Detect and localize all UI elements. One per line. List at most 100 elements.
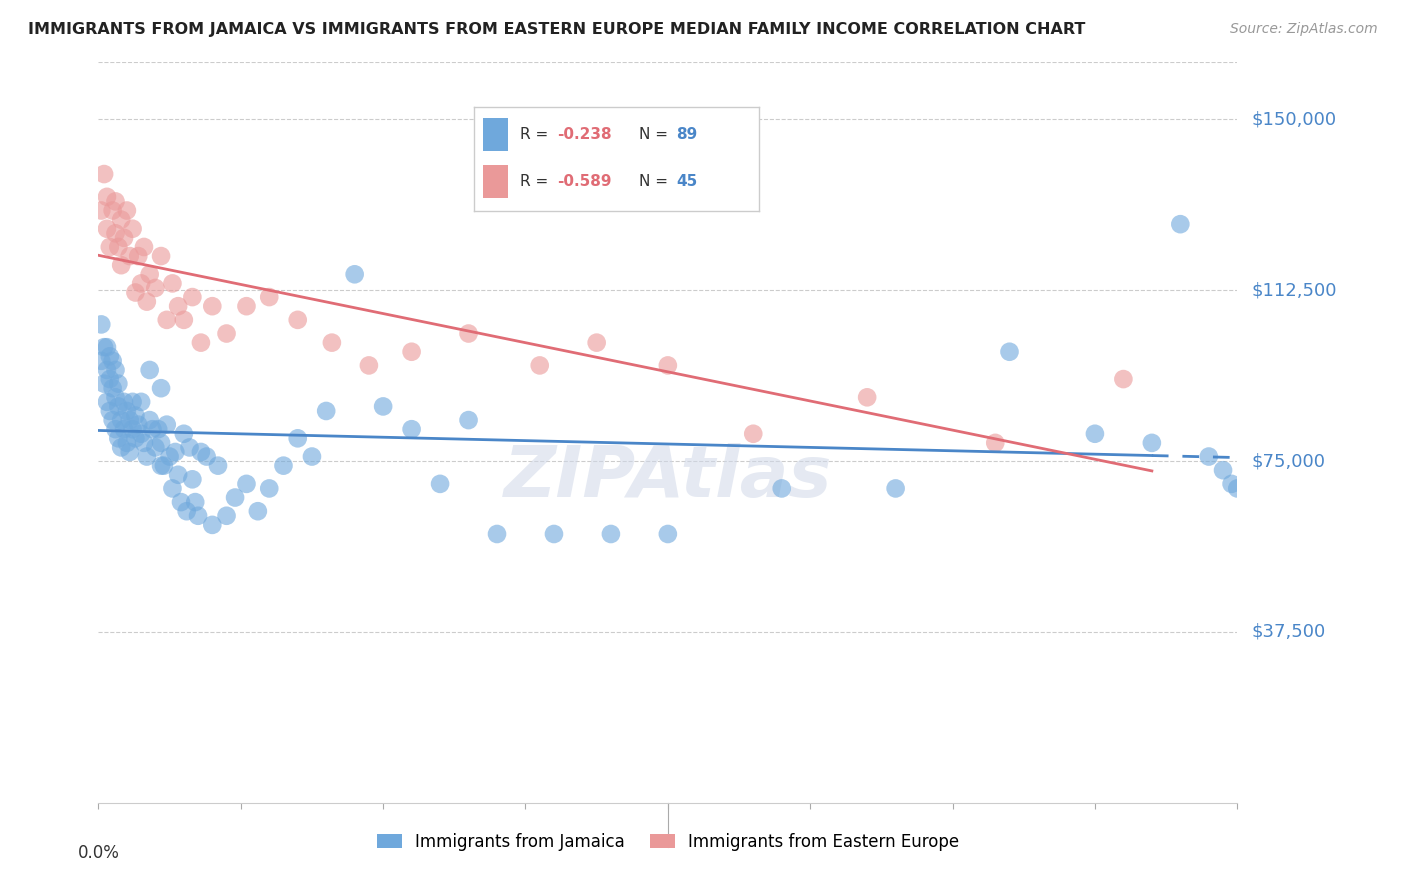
Point [107, 376, 129, 391]
Point [93, 167, 115, 181]
Point [246, 504, 269, 518]
Point [181, 472, 204, 486]
Point [156, 417, 179, 432]
Point [145, 281, 167, 295]
Point [201, 517, 224, 532]
Point [195, 450, 218, 464]
Point [187, 508, 209, 523]
Point [90, 318, 112, 332]
Point [124, 409, 146, 423]
Point [215, 508, 238, 523]
Point [115, 203, 138, 218]
Point [657, 527, 679, 541]
Point [104, 390, 127, 404]
Point [132, 435, 155, 450]
Point [321, 335, 343, 350]
Point [115, 404, 138, 418]
Point [287, 313, 309, 327]
Point [150, 381, 173, 395]
Point [104, 194, 127, 209]
Point [184, 495, 207, 509]
Point [98, 349, 121, 363]
Point [1112, 372, 1135, 386]
Point [118, 445, 141, 459]
Point [1140, 435, 1163, 450]
Point [343, 268, 366, 282]
Point [112, 395, 135, 409]
Point [173, 313, 195, 327]
Point [162, 277, 184, 291]
Point [301, 450, 323, 464]
Point [121, 422, 143, 436]
Point [101, 203, 124, 218]
Point [429, 476, 451, 491]
Point [112, 231, 135, 245]
Point [315, 404, 337, 418]
Point [287, 431, 309, 445]
Point [121, 395, 143, 409]
Point [148, 422, 170, 436]
Point [138, 363, 160, 377]
Point [110, 212, 132, 227]
Point [141, 422, 163, 436]
Point [235, 299, 257, 313]
Point [138, 268, 160, 282]
Point [176, 504, 198, 518]
Point [179, 441, 201, 455]
Point [190, 335, 212, 350]
Point [101, 354, 124, 368]
Point [98, 404, 121, 418]
Point [96, 395, 118, 409]
Text: $112,500: $112,500 [1251, 281, 1337, 299]
Point [150, 435, 173, 450]
Point [1170, 217, 1192, 231]
Point [170, 495, 193, 509]
Text: Source: ZipAtlas.com: Source: ZipAtlas.com [1230, 22, 1378, 37]
Point [138, 413, 160, 427]
Point [150, 458, 173, 473]
Text: IMMIGRANTS FROM JAMAICA VS IMMIGRANTS FROM EASTERN EUROPE MEDIAN FAMILY INCOME C: IMMIGRANTS FROM JAMAICA VS IMMIGRANTS FR… [28, 22, 1085, 37]
Point [104, 227, 127, 241]
Point [1198, 450, 1220, 464]
Point [1220, 476, 1243, 491]
Point [107, 400, 129, 414]
Text: $37,500: $37,500 [1251, 623, 1326, 641]
Point [215, 326, 238, 341]
Point [115, 435, 138, 450]
Point [457, 413, 479, 427]
Point [145, 441, 167, 455]
Point [259, 482, 281, 496]
Point [585, 335, 607, 350]
Point [101, 413, 124, 427]
Point [224, 491, 246, 505]
Point [104, 363, 127, 377]
Point [90, 354, 112, 368]
Point [1226, 482, 1249, 496]
Point [153, 458, 176, 473]
Point [107, 431, 129, 445]
Point [98, 372, 121, 386]
Point [884, 482, 907, 496]
Point [167, 299, 190, 313]
Point [457, 326, 479, 341]
Point [207, 458, 229, 473]
Point [135, 294, 157, 309]
Point [173, 426, 195, 441]
Point [132, 240, 155, 254]
Point [201, 299, 224, 313]
Point [110, 441, 132, 455]
Text: ZIPAtlas: ZIPAtlas [503, 442, 832, 511]
Point [121, 221, 143, 235]
Text: $150,000: $150,000 [1251, 111, 1336, 128]
Point [135, 450, 157, 464]
Point [110, 258, 132, 272]
Point [129, 395, 152, 409]
Legend: Immigrants from Jamaica, Immigrants from Eastern Europe: Immigrants from Jamaica, Immigrants from… [370, 826, 966, 857]
Point [373, 400, 395, 414]
Point [162, 482, 184, 496]
Point [273, 458, 295, 473]
Point [129, 277, 152, 291]
Point [190, 445, 212, 459]
Point [856, 390, 879, 404]
Point [127, 249, 149, 263]
